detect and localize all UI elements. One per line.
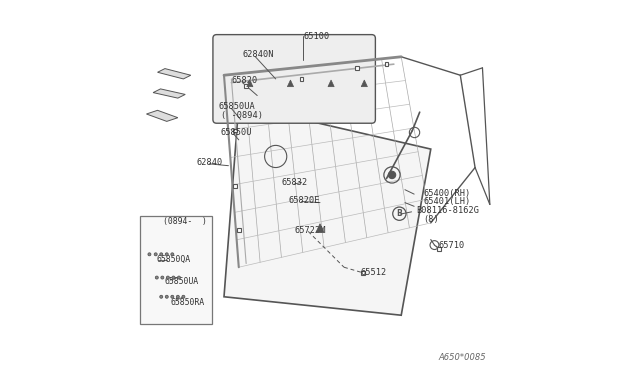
Text: 62840: 62840 <box>196 157 223 167</box>
Circle shape <box>171 295 174 298</box>
Text: B08116-8162G: B08116-8162G <box>416 206 479 215</box>
Circle shape <box>177 276 180 279</box>
Bar <box>385 62 388 66</box>
Text: 65850RA: 65850RA <box>170 298 205 307</box>
Circle shape <box>171 253 174 256</box>
Polygon shape <box>247 80 253 87</box>
Text: 65400(RH): 65400(RH) <box>424 189 470 198</box>
Bar <box>355 66 359 70</box>
Text: A650*0085: A650*0085 <box>438 353 486 362</box>
Text: 65850UA: 65850UA <box>165 278 199 286</box>
Circle shape <box>166 276 170 279</box>
Polygon shape <box>316 224 324 232</box>
Text: 65850QA: 65850QA <box>157 255 191 264</box>
Circle shape <box>182 295 185 298</box>
Circle shape <box>148 253 151 256</box>
Text: 65850UA: 65850UA <box>218 102 255 111</box>
Circle shape <box>154 253 157 256</box>
Text: 65850U: 65850U <box>220 128 252 137</box>
FancyBboxPatch shape <box>140 215 212 324</box>
Text: 65832: 65832 <box>281 178 307 187</box>
Circle shape <box>161 276 164 279</box>
Text: 65100: 65100 <box>303 32 330 41</box>
Text: 65710: 65710 <box>438 241 465 250</box>
FancyBboxPatch shape <box>213 35 376 123</box>
Circle shape <box>177 295 179 298</box>
Bar <box>244 84 248 88</box>
Circle shape <box>160 253 163 256</box>
Text: 65820E: 65820E <box>289 196 320 205</box>
Polygon shape <box>147 110 178 121</box>
Bar <box>237 228 241 232</box>
Circle shape <box>160 295 163 298</box>
Bar <box>233 129 237 132</box>
Circle shape <box>165 253 168 256</box>
Circle shape <box>388 171 396 179</box>
Polygon shape <box>153 89 185 98</box>
Bar <box>233 184 237 188</box>
Text: 62840N: 62840N <box>243 51 274 60</box>
Circle shape <box>172 276 175 279</box>
Bar <box>360 270 365 275</box>
Text: 65401(LH): 65401(LH) <box>424 198 470 206</box>
Text: B: B <box>397 209 403 218</box>
Bar <box>436 247 441 251</box>
Text: 65820: 65820 <box>232 76 258 85</box>
Polygon shape <box>157 68 191 79</box>
Text: 65722M: 65722M <box>294 226 326 235</box>
Bar <box>300 77 303 81</box>
Polygon shape <box>224 105 431 315</box>
Polygon shape <box>361 80 367 87</box>
Text: ( -0894): ( -0894) <box>221 111 263 121</box>
Circle shape <box>165 295 168 298</box>
Circle shape <box>156 276 158 279</box>
Text: (0894-  ): (0894- ) <box>163 217 207 225</box>
Polygon shape <box>328 80 334 87</box>
Text: (8): (8) <box>424 215 439 224</box>
Polygon shape <box>287 80 294 87</box>
Text: 65512: 65512 <box>360 268 387 277</box>
